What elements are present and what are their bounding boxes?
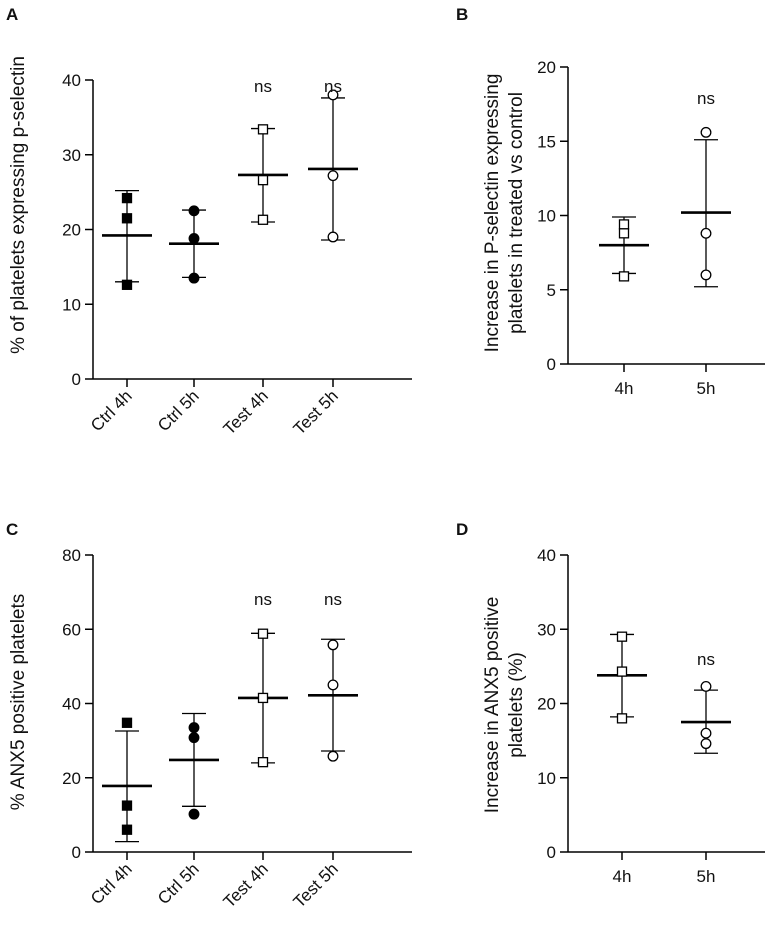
data-point-a <box>257 175 269 186</box>
y-axis-title-a: % of platelets expressing p-selectin <box>8 56 29 354</box>
y-tick-label-a: 40 <box>62 71 81 90</box>
data-point-a <box>257 214 269 225</box>
data-point-d <box>700 727 712 739</box>
data-point-a <box>327 231 339 243</box>
y-tick-label-c: 60 <box>62 620 81 639</box>
y-tick-label-d: 40 <box>537 546 556 565</box>
y-tick-label-d: 10 <box>537 769 556 788</box>
data-point-a <box>188 272 200 284</box>
x-tick-label-a: Ctrl 5h <box>154 386 203 435</box>
data-point-d <box>616 713 628 724</box>
y-tick-label-d: 0 <box>547 843 556 862</box>
y-tick-label-a: 0 <box>72 370 81 389</box>
data-point-a <box>327 170 339 182</box>
data-point-c <box>257 692 269 704</box>
y-axis-title-c: % ANX5 positive platelets <box>8 594 29 811</box>
x-tick-label-b: 4h <box>615 379 634 398</box>
panel-letter-d: D <box>456 520 468 539</box>
y-tick-label-c: 0 <box>72 843 81 862</box>
x-tick-label-c: Ctrl 4h <box>87 859 136 908</box>
y-tick-label-b: 0 <box>547 355 556 374</box>
significance-label-c: ns <box>324 590 342 609</box>
data-point-c <box>121 717 133 728</box>
data-point-c <box>188 732 200 744</box>
data-point-a <box>121 192 133 204</box>
data-point-c <box>188 722 200 734</box>
data-point-b <box>618 219 630 230</box>
significance-label-c: ns <box>254 590 272 609</box>
x-tick-label-a: Ctrl 4h <box>87 386 136 435</box>
panel-c: C % ANX5 positive platelets 0 20 40 60 80 Ctr… <box>6 520 412 912</box>
data-point-a <box>121 213 133 224</box>
y-tick-label-a: 20 <box>62 221 81 240</box>
y-tick-label-c: 20 <box>62 769 81 788</box>
data-point-d <box>616 631 628 642</box>
data-point-a <box>121 279 133 290</box>
y-axis-title-d-line-2: platelets (%) <box>506 652 527 758</box>
data-point-d <box>616 666 628 677</box>
data-point-c <box>327 679 339 691</box>
y-tick-label-b: 10 <box>537 207 556 226</box>
x-tick-label-b: 5h <box>697 379 716 398</box>
data-point-c <box>327 750 339 762</box>
x-tick-label-d: 4h <box>613 867 632 886</box>
data-point-a <box>188 205 200 217</box>
data-point-a <box>257 124 269 135</box>
data-point-c <box>121 824 133 835</box>
x-tick-label-a: Test 5h <box>290 386 342 438</box>
significance-label-d: ns <box>697 650 715 669</box>
x-tick-label-c: Ctrl 5h <box>154 859 203 908</box>
data-point-c <box>188 808 200 820</box>
data-point-c <box>121 800 133 811</box>
data-point-b <box>700 269 712 281</box>
x-tick-label-c: Test 5h <box>290 859 342 911</box>
data-point-b <box>618 228 630 239</box>
y-tick-label-b: 15 <box>537 132 556 151</box>
data-point-c <box>257 628 269 639</box>
y-axis-title-b-line-1: Increase in P-selectin expressing <box>482 74 503 353</box>
data-point-c <box>327 639 339 651</box>
significance-label-b: ns <box>697 89 715 108</box>
y-tick-label-b: 20 <box>537 58 556 77</box>
data-point-c <box>257 757 269 768</box>
y-tick-label-a: 10 <box>62 295 81 314</box>
y-tick-label-c: 80 <box>62 546 81 565</box>
y-tick-label-d: 30 <box>537 620 556 639</box>
data-point-b <box>700 227 712 239</box>
panel-letter-c: C <box>6 520 18 539</box>
x-tick-label-c: Test 4h <box>220 859 272 911</box>
y-tick-label-c: 40 <box>62 695 81 714</box>
significance-label-a: ns <box>324 77 342 96</box>
data-point-d <box>700 738 712 750</box>
y-tick-label-b: 5 <box>547 281 556 300</box>
data-point-d <box>700 680 712 692</box>
panel-a: A % of platelets expressing p-selectin 0… <box>6 5 412 439</box>
x-tick-label-d: 5h <box>697 867 716 886</box>
data-point-b <box>618 271 630 282</box>
panel-letter-b: B <box>456 5 468 24</box>
y-tick-label-d: 20 <box>537 695 556 714</box>
data-point-b <box>700 126 712 138</box>
x-tick-label-a: Test 4h <box>220 386 272 438</box>
panel-letter-a: A <box>6 5 18 24</box>
significance-label-a: ns <box>254 77 272 96</box>
panel-d: D Increase in ANX5 positive platelets (%… <box>456 520 765 886</box>
panel-b: B Increase in P-selectin expressing plat… <box>456 5 765 398</box>
y-axis-title-b-line-2: platelets in treated vs control <box>506 92 527 334</box>
data-point-a <box>327 89 339 101</box>
y-axis-title-d-line-1: Increase in ANX5 positive <box>482 597 503 814</box>
data-point-a <box>188 233 200 244</box>
y-tick-label-a: 30 <box>62 146 81 165</box>
